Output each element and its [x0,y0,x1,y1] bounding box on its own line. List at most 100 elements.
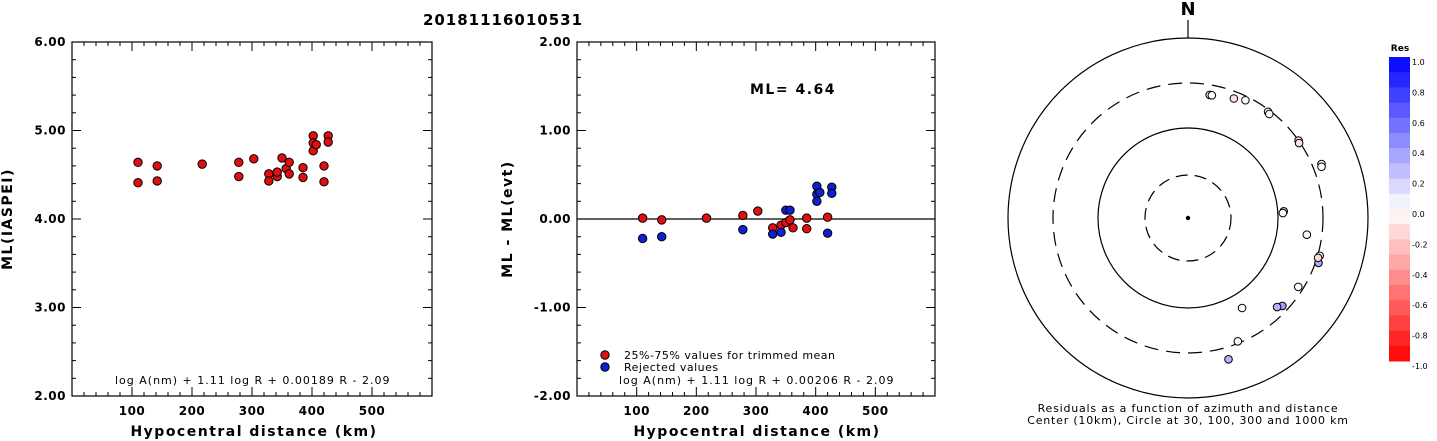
legend-marker-rejected [600,362,610,372]
data-point [234,171,244,182]
data-point [657,215,667,225]
data-point [812,196,822,207]
x-tick-label: 100 [623,404,650,418]
colorbar-label: -0.2 [1412,240,1428,249]
data-point [802,213,812,223]
data-point [133,178,143,188]
legend-marker-trimmed [600,350,610,360]
colorbar-swatch [1389,133,1410,149]
data-point [822,212,833,222]
formula-text: log A(nm) + 1.11 log R + 0.00206 R - 2.0… [619,374,894,387]
y-tick-label: 2.00 [34,389,66,403]
station-point [1293,282,1303,292]
y-axis-label: ML(IASPEI) [0,168,16,270]
data-point [822,228,833,238]
colorbar-swatch [1389,330,1410,347]
data-point [319,161,329,171]
y-tick-label: 4.00 [34,212,66,226]
distance-ring-1000km [1007,37,1369,399]
colorbar-labels: 1.0 0.8 0.6 0.4 0.2 0.0 -0.2 -0.4 -0.6 -0.8 -1.0 [1412,58,1428,371]
station-point [1317,162,1326,172]
colorbar-swatch [1389,209,1410,225]
data-points [637,181,837,244]
figure-title: 20181116010531 [423,11,583,29]
legend-label-rejected: Rejected values [624,361,719,374]
colorbar-label: -0.6 [1412,301,1428,310]
distance-ring-100km [1097,127,1279,309]
ml-vs-distance-plot: 2.00 3.00 4.00 5.00 6.00 100 200 300 400 500 ML(I… [0,35,433,440]
tick-marks [576,41,936,397]
colorbar-label: -0.8 [1412,332,1428,341]
data-point [284,157,294,168]
data-point [768,229,778,239]
data-point [827,188,837,199]
x-axis-label: Hypocentral distance (km) [633,424,880,440]
colorbar-label: 0.8 [1412,88,1425,97]
station-point [1207,90,1217,100]
x-tick-label: 200 [179,404,206,418]
data-point [277,153,287,163]
data-point [701,213,712,223]
x-tick-label: 400 [802,404,829,418]
colorbar-swatches [1389,57,1410,362]
y-tick-label: -1.00 [534,301,571,315]
colorbar-swatch [1389,178,1410,195]
y-tick-label: -2.00 [534,389,571,403]
x-tick-label: 100 [119,404,146,418]
y-tick-label: 0.00 [539,212,571,226]
distance-ring-30km [1144,174,1232,262]
colorbar-title: Res [1391,44,1409,54]
station-point [1302,230,1312,240]
y-tick-label: 3.00 [34,301,66,315]
map-caption-line1: Residuals as a function of azimuth and d… [1038,402,1339,415]
data-point [152,176,162,186]
ml-value-annotation: ML= 4.64 [750,82,836,98]
colorbar-swatch [1389,148,1410,164]
colorbar-label: -0.4 [1412,271,1428,280]
data-point [657,232,667,242]
colorbar-swatch [1389,285,1410,301]
x-axis-label: Hypocentral distance (km) [130,424,377,440]
data-point [802,224,812,234]
colorbar-swatch [1389,269,1410,286]
x-tick-label: 300 [239,404,266,418]
colorbar-swatch [1389,87,1410,104]
station-points [1205,90,1326,364]
map-caption-line2: Center (10km), Circle at 30, 100, 300 an… [1027,414,1349,427]
residual-vs-distance-plot: -2.00 -1.00 0.00 1.00 2.00 100 200 300 400 500 ML… [500,35,936,440]
station-point [1224,355,1233,364]
station-point [1237,303,1247,313]
data-point [284,169,294,179]
data-point [272,167,282,177]
x-tick-label: 400 [299,404,326,418]
station-point [1229,94,1239,103]
colorbar-label: 0.2 [1412,180,1425,189]
x-tick-label: 300 [743,404,770,418]
epicenter-dot [1185,215,1191,221]
x-tick-label: 200 [683,404,710,418]
station-point [1313,253,1323,263]
colorbar-label: 0.0 [1412,210,1425,219]
data-point [234,157,244,168]
y-tick-label: 6.00 [34,35,66,49]
data-point [264,176,274,186]
colorbar-swatch [1389,72,1410,88]
station-point [1264,109,1274,119]
residual-colorbar: Res 1.0 0.8 0.6 0.4 0.2 0.0 -0.2 -0.4 -0.6 -0.8 -1… [1389,44,1428,371]
formula-text: log A(nm) + 1.11 log R + 0.00189 R - 2.0… [115,374,390,387]
data-point [776,227,786,237]
colorbar-label: -1.0 [1412,362,1428,371]
data-point [637,233,648,244]
distance-ring-300km [1052,82,1324,354]
tick-labels: -2.00 -1.00 0.00 1.00 2.00 100 200 300 400 500 [534,35,888,418]
data-point [753,206,763,216]
y-axis-label: ML - ML(evt) [500,160,516,277]
data-point [249,154,259,164]
data-point [738,224,748,235]
legend-label-trimmed: 25%-75% values for trimmed mean [624,349,836,362]
station-point [1241,95,1250,105]
colorbar-swatch [1389,345,1410,362]
colorbar-swatch [1389,315,1410,332]
colorbar-label: 0.6 [1412,119,1425,128]
